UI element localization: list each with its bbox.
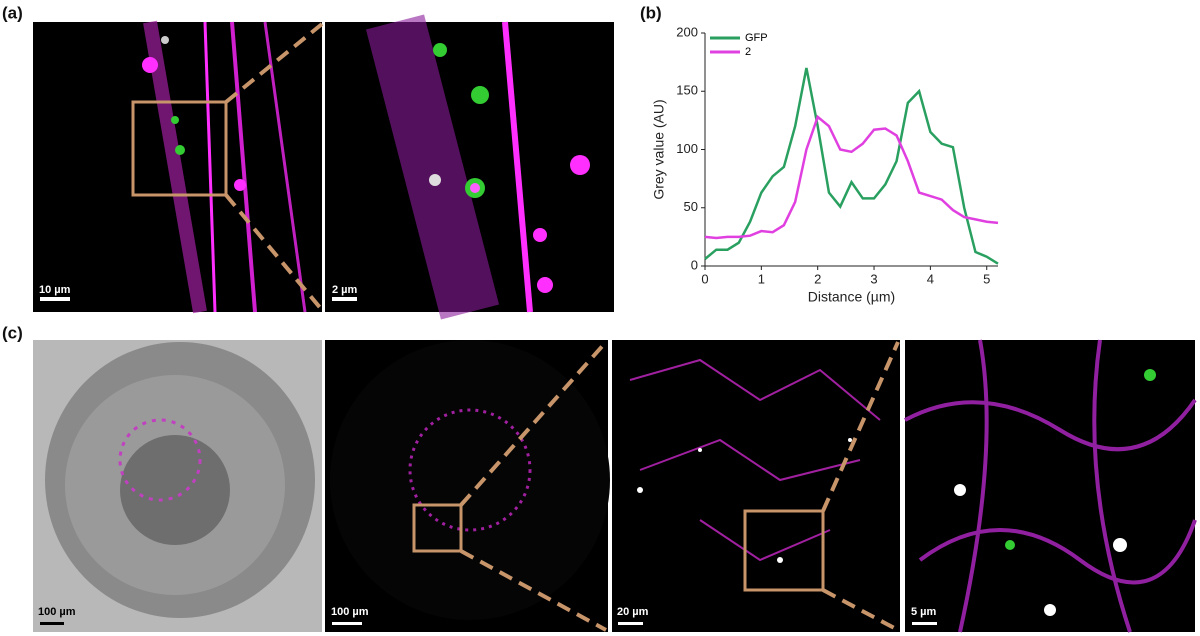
x-tick-label: 1 [758,271,765,286]
legend-label: 2 [745,46,751,58]
scale-bar-label: 2 µm [332,284,358,296]
scale-bar-label: 20 µm [617,606,649,618]
y-tick-label: 150 [676,83,698,98]
panel-label: (b) [640,3,662,22]
series-line [704,114,999,240]
micrograph [325,14,614,320]
scale-bar-label: 10 µm [39,284,71,296]
micrograph [612,340,900,632]
y-axis-title: Grey value (AU) [651,99,667,199]
panel-label: (c) [2,323,23,342]
micrograph [33,340,322,632]
y-tick-label: 100 [676,141,698,156]
x-tick-label: 3 [870,271,877,286]
x-axis-title: Distance (µm) [808,289,895,305]
panel-label: (a) [2,3,23,22]
x-tick-label: 2 [814,271,821,286]
scale-bar-label: 100 µm [331,606,369,618]
y-tick-label: 0 [691,257,698,272]
micrograph [904,339,1197,633]
series-line [704,67,999,265]
line-chart: 0 50 100 150 200 0 1 2 3 4 5 Distance (µm) Grey valu… [651,24,999,305]
x-tick-label: 5 [983,271,990,286]
scale-bar-label: 100 µm [38,606,76,618]
legend-label: GFP [745,32,768,44]
y-tick-label: 200 [676,24,698,39]
x-tick-label: 4 [927,271,934,286]
scale-bar-label: 5 µm [911,606,937,618]
x-tick-label: 0 [701,271,708,286]
micrograph [33,20,324,314]
micrograph [325,340,610,632]
y-tick-label: 50 [684,199,698,214]
